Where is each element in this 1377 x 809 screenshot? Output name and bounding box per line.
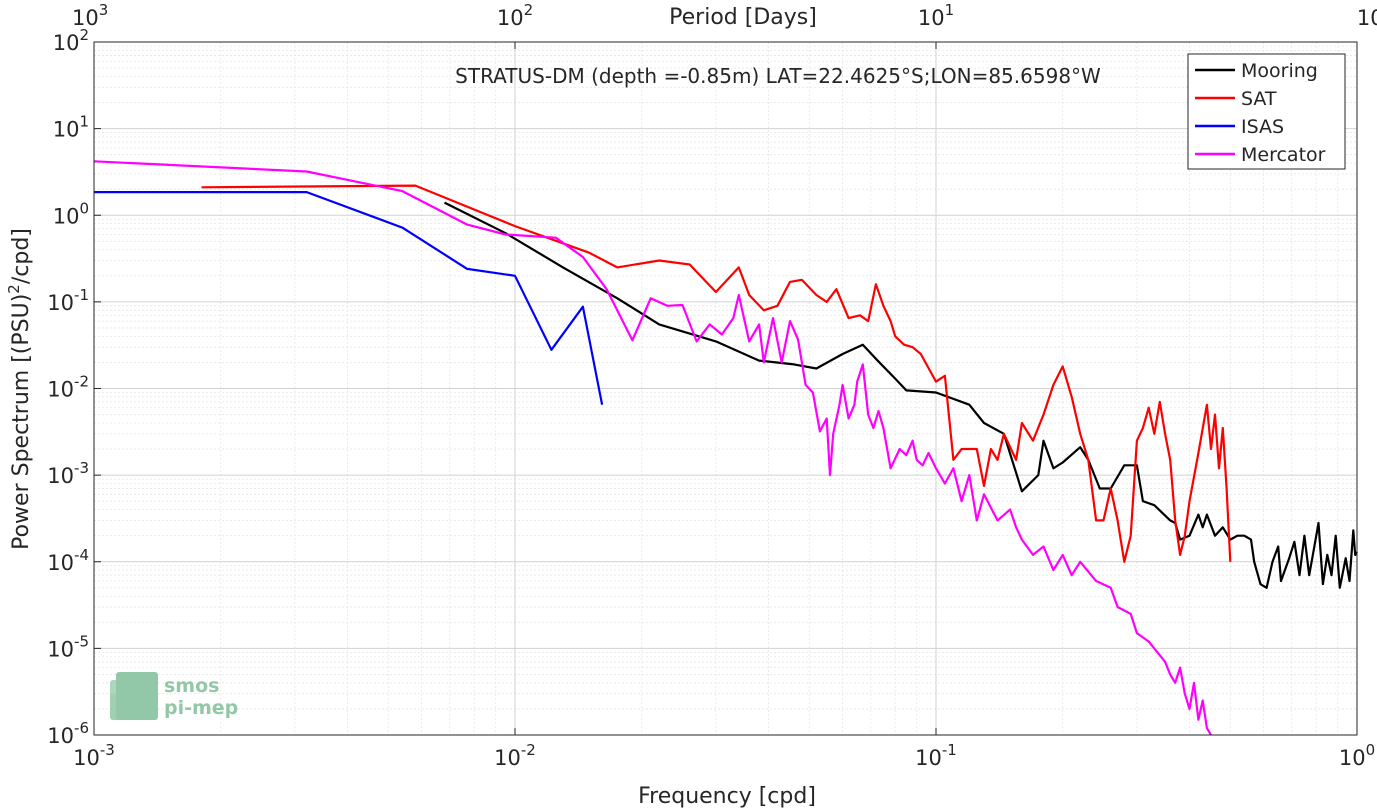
legend: Mooring SAT ISAS Mercator: [1187, 53, 1346, 170]
y-tick-label-base: 10: [47, 378, 74, 402]
y-tick-label-exp: -4: [74, 546, 89, 564]
top-tick-label-exp: 1: [945, 1, 955, 19]
y-tick-label-exp: 2: [79, 26, 89, 44]
y-tick-label-base: 10: [47, 551, 74, 575]
y-tick-label-exp: -5: [74, 632, 89, 650]
y-tick-label: 10-6: [47, 719, 89, 748]
y-axis-label-tail: /cpd]: [9, 228, 34, 284]
x-axis-label: Frequency [cpd]: [638, 784, 816, 809]
y-tick-label-exp: -1: [74, 286, 89, 304]
y-tick-label-base: 10: [53, 204, 80, 228]
top-tick-label-base: 10: [497, 6, 524, 30]
y-tick-label: 10-4: [47, 546, 89, 575]
smos-pi-mep-logo: smos pi-mep: [110, 672, 238, 720]
series-line-mercator: [93, 160, 1212, 736]
y-tick-label: 100: [53, 199, 89, 228]
y-tick-label-exp: 1: [79, 113, 89, 131]
y-tick-label-exp: -6: [74, 719, 89, 737]
legend-box: [1187, 53, 1346, 170]
top-tick-label-base: 10: [72, 6, 99, 30]
top-tick-label: 101: [918, 1, 954, 30]
y-axis-label-sup: 2: [5, 284, 23, 294]
x-tick-label: 10-3: [73, 741, 115, 770]
series-layer: [93, 160, 1358, 736]
x-tick-label-exp: -2: [521, 741, 536, 759]
y-tick-label-base: 10: [47, 724, 74, 748]
y-tick-label-exp: 0: [79, 199, 89, 217]
y-tick-label: 10-1: [47, 286, 89, 315]
y-tick-label-base: 10: [53, 118, 80, 142]
x-tick-label-exp: -3: [100, 741, 115, 759]
legend-label-mercator: Mercator: [1241, 144, 1326, 166]
y-tick-label-base: 10: [47, 464, 74, 488]
top-tick-label: 103: [72, 1, 108, 30]
y-tick-label-exp: -2: [74, 373, 89, 391]
y-axis-label-main: Power Spectrum [(PSU): [9, 294, 34, 550]
series-line-isas: [94, 191, 604, 405]
series-line-sat: [201, 184, 1232, 563]
top-tick-label: 100: [1357, 1, 1377, 30]
legend-label-mooring: Mooring: [1241, 60, 1318, 82]
y-tick-label-base: 10: [47, 291, 74, 315]
chart-title: STRATUS-DM (depth =-0.85m) LAT=22.4625°S…: [455, 64, 1101, 88]
minor-grid: [94, 42, 1357, 735]
y-tick-label: 101: [53, 113, 89, 142]
logo-text-smos: smos: [164, 675, 219, 697]
x-tick-label-base: 10: [915, 746, 942, 770]
x-tick-label-base: 10: [1339, 746, 1366, 770]
logo-mark-mid: [110, 680, 148, 720]
major-grid: [93, 41, 1358, 736]
top-tick-label: 102: [497, 1, 533, 30]
y-tick-label: 10-3: [47, 459, 89, 488]
y-tick-label: 102: [53, 26, 89, 55]
x-tick-label: 10-1: [915, 741, 957, 770]
x-tick-label: 100: [1339, 741, 1375, 770]
top-tick-label-base: 10: [1357, 6, 1377, 30]
x-tick-label: 10-2: [494, 741, 536, 770]
y-tick-label: 10-2: [47, 373, 89, 402]
series-line-mooring: [444, 201, 1358, 589]
y-tick-label-base: 10: [47, 637, 74, 661]
bottom-x-ticks: 10-3 10-2 10-1 100: [73, 728, 1375, 770]
x-tick-label-exp: -1: [942, 741, 957, 759]
legend-label-isas: ISAS: [1241, 116, 1284, 138]
y-tick-label-base: 10: [53, 31, 80, 55]
legend-label-sat: SAT: [1241, 88, 1277, 110]
logo-mark-front: [110, 694, 140, 720]
top-tick-label-exp: 3: [99, 1, 109, 19]
top-tick-label-exp: 2: [524, 1, 534, 19]
y-axis-label: Power Spectrum [(PSU)2/cpd]: [5, 228, 34, 550]
y-tick-label: 10-5: [47, 632, 89, 661]
x-tick-label-exp: 0: [1366, 741, 1376, 759]
x-tick-label-base: 10: [73, 746, 100, 770]
x-tick-label-base: 10: [494, 746, 521, 770]
logo-text-pi-mep: pi-mep: [164, 697, 238, 719]
y-tick-label-exp: -3: [74, 459, 89, 477]
top-axis-label: Period [Days]: [669, 5, 817, 30]
top-tick-label-base: 10: [918, 6, 945, 30]
top-x-ticks: 103102101100: [72, 1, 1377, 49]
